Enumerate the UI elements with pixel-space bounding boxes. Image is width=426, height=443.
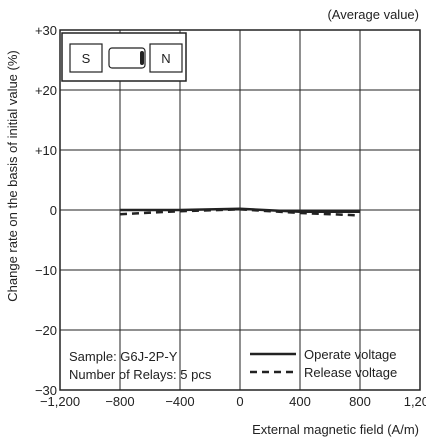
x-tick-label: −800	[105, 394, 134, 409]
north-pole-box	[149, 43, 183, 73]
y-axis-label: Change rate on the basis of initial valu…	[5, 50, 20, 301]
south-pole-label: S	[82, 51, 91, 66]
x-axis-label: External magnetic field (A/m)	[252, 422, 419, 437]
tick-labels: −1,200 −800 −400 0 400 800 1,200 −30 −20 −10 0 +10 +…	[35, 23, 426, 409]
y-tick-label: 0	[50, 203, 57, 218]
chart-subtitle: (Average value)	[327, 7, 419, 22]
relay-icon	[108, 47, 146, 69]
y-tick-label: −10	[35, 263, 57, 278]
sample-annotation: Sample: G6J-2P-Y	[69, 349, 178, 364]
y-tick-label: −30	[35, 383, 57, 398]
y-tick-label: +20	[35, 83, 57, 98]
x-tick-label: 1,200	[404, 394, 426, 409]
relay-count-annotation: Number of Relays: 5 pcs	[69, 367, 212, 382]
x-tick-label: −1,200	[40, 394, 80, 409]
legend: Operate voltage Release voltage	[250, 347, 397, 380]
south-pole-box	[69, 43, 103, 73]
legend-release-label: Release voltage	[304, 365, 397, 380]
series-layer	[119, 207, 361, 217]
x-tick-label: 400	[289, 394, 311, 409]
y-tick-label: −20	[35, 323, 57, 338]
north-pole-label: N	[161, 51, 170, 66]
x-tick-label: −400	[165, 394, 194, 409]
y-tick-label: +30	[35, 23, 57, 38]
x-tick-label: 0	[236, 394, 243, 409]
x-tick-label: 800	[349, 394, 371, 409]
y-tick-label: +10	[35, 143, 57, 158]
release-voltage-line	[119, 208, 361, 217]
legend-operate-label: Operate voltage	[304, 347, 397, 362]
plot-frame	[59, 29, 421, 391]
grid	[60, 30, 420, 390]
magnet-inset: S N	[61, 32, 187, 82]
